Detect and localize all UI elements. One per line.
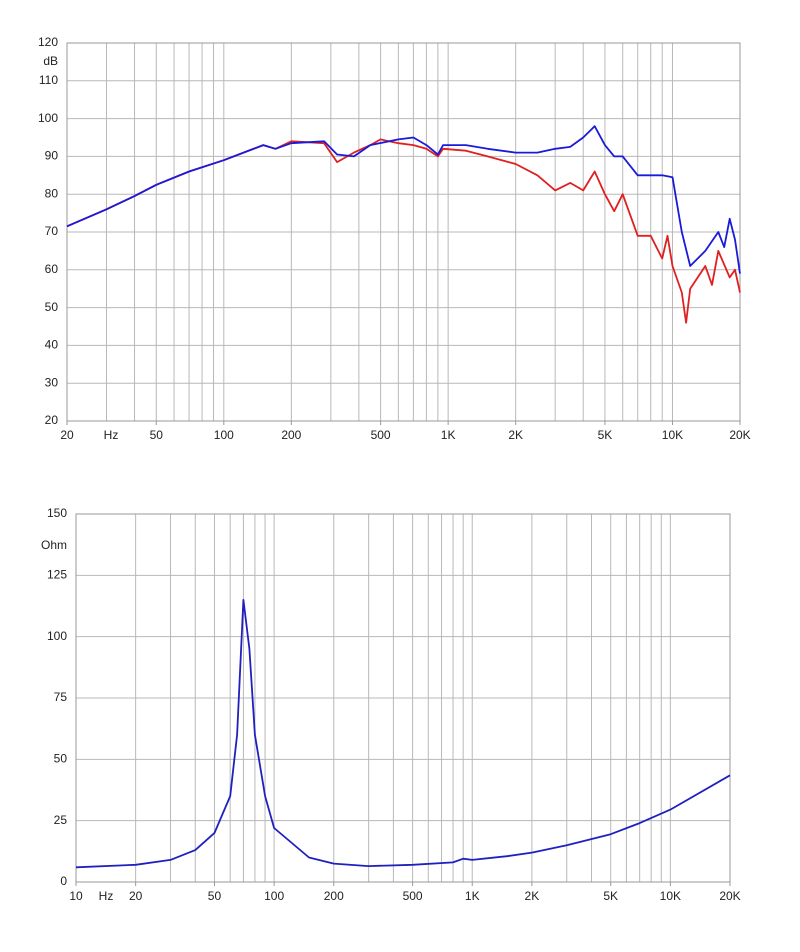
- plot-frame: [75, 513, 731, 883]
- y-tick-label: 80: [45, 186, 59, 200]
- x-tick-label: 50: [150, 428, 164, 442]
- x-tick-label: 200: [281, 428, 301, 442]
- plot-frame: [66, 42, 741, 422]
- response-line: [66, 125, 741, 274]
- x-tick-label: 500: [403, 889, 423, 903]
- y-tick-label: 75: [54, 690, 68, 704]
- y-unit-label: Ohm: [41, 538, 67, 552]
- x-tick-label: 20: [129, 889, 143, 903]
- x-tick-label: 2K: [525, 889, 540, 903]
- y-tick-label: 30: [45, 375, 59, 389]
- x-tick-label: 50: [208, 889, 222, 903]
- x-tick-label: 20K: [729, 428, 750, 442]
- x-tick-label: 100: [214, 428, 234, 442]
- y-tick-label: 70: [45, 224, 59, 238]
- y-tick-label: 50: [54, 752, 68, 766]
- x-tick-label: 10: [69, 889, 83, 903]
- x-tick-label: 1K: [441, 428, 456, 442]
- y-tick-label: 100: [38, 111, 58, 125]
- x-tick-label: 5K: [603, 889, 618, 903]
- y-tick-label: 0: [60, 874, 67, 888]
- y-tick-label: 120: [38, 35, 58, 49]
- x-tick-label: 2K: [508, 428, 523, 442]
- y-tick-label: 50: [45, 300, 59, 314]
- x-tick-label: 10K: [660, 889, 681, 903]
- y-unit-label: dB: [43, 54, 58, 68]
- x-tick-label: 10K: [662, 428, 683, 442]
- response-line: [75, 599, 731, 869]
- response-line: [66, 138, 741, 324]
- x-tick-label: 100: [264, 889, 284, 903]
- y-tick-label: 110: [39, 73, 58, 87]
- x-unit-label: Hz: [104, 428, 119, 442]
- x-tick-label: 20K: [719, 889, 740, 903]
- x-tick-label: 5K: [598, 428, 613, 442]
- y-tick-label: 60: [45, 262, 59, 276]
- x-tick-label: 1K: [465, 889, 480, 903]
- y-tick-label: 90: [45, 149, 59, 163]
- x-tick-label: 200: [324, 889, 344, 903]
- x-unit-label: Hz: [99, 889, 114, 903]
- y-tick-label: 100: [47, 629, 67, 643]
- y-tick-label: 150: [47, 506, 67, 520]
- x-tick-label: 20: [60, 428, 74, 442]
- y-tick-label: 25: [54, 813, 68, 827]
- y-tick-label: 125: [47, 568, 67, 582]
- x-tick-label: 500: [371, 428, 391, 442]
- y-tick-label: 20: [45, 413, 59, 427]
- y-tick-label: 40: [45, 338, 59, 352]
